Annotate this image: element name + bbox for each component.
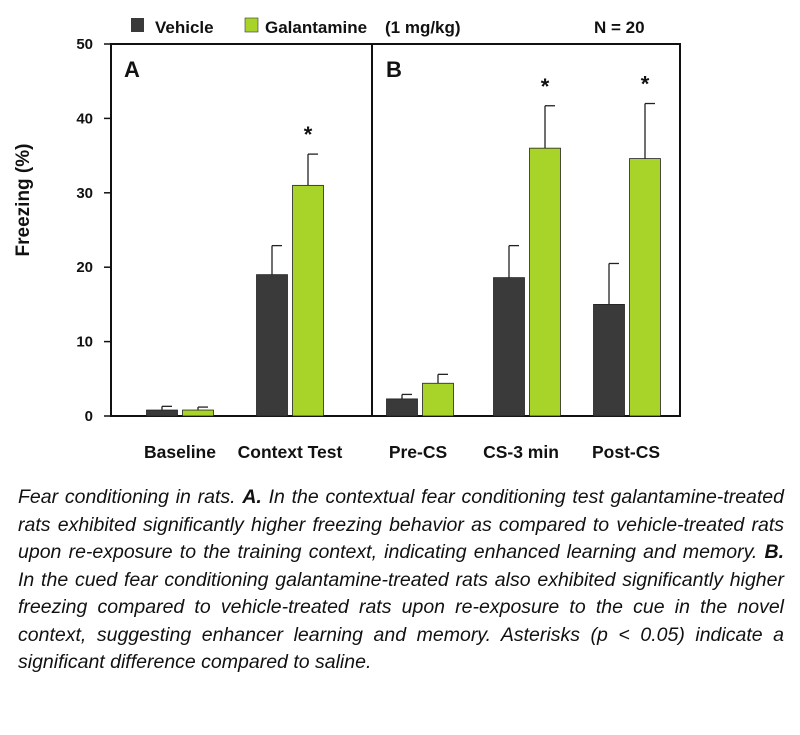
x-tick-label: Post-CS (592, 442, 660, 462)
y-tick-label: 10 (76, 334, 93, 351)
x-tick-label: CS-3 min (483, 442, 559, 462)
significance-asterisk: * (304, 122, 313, 147)
caption-label-a: A. (242, 486, 262, 508)
y-axis-label: Freezing (%) (13, 144, 34, 257)
figure-caption: Fear conditioning in rats. A. In the con… (18, 484, 784, 677)
n-label: N = 20 (594, 18, 645, 37)
bars: * * * (146, 72, 661, 417)
bar-galantamine (529, 147, 561, 417)
bar-galantamine (182, 409, 214, 417)
y-tick-label: 50 (76, 36, 93, 53)
caption-label-b: B. (764, 541, 785, 563)
x-tick-label: Context Test (238, 442, 343, 462)
legend-label-galantamine-dose: (1 mg/kg) (385, 18, 461, 37)
panel-a-frame (110, 43, 373, 417)
x-axis-labels: Baseline Context Test Pre-CS CS-3 min Post-C… (144, 442, 660, 462)
bar-galantamine (422, 382, 454, 417)
caption-intro: Fear conditioning in rats. (18, 486, 243, 508)
caption-text-a: In the contextual fear conditioning test… (18, 486, 784, 563)
significance-asterisk: * (541, 74, 550, 99)
significance-asterisk: * (641, 72, 650, 97)
panel-a-label: A (124, 57, 140, 82)
legend-label-galantamine: Galantamine (265, 18, 367, 37)
y-tick-label: 30 (76, 185, 93, 202)
y-axis-ticks: 0 10 20 30 40 50 (76, 36, 111, 425)
y-tick-label: 0 (85, 408, 93, 425)
legend-swatch-vehicle (131, 18, 144, 32)
bar-vehicle (146, 409, 178, 417)
y-tick-label: 20 (76, 259, 93, 276)
panel-b-frame (371, 43, 681, 417)
bar-vehicle (386, 398, 418, 417)
bar-galantamine (292, 184, 324, 417)
caption-text-b: In the cued fear conditioning galantamin… (18, 568, 784, 674)
legend-label-vehicle: Vehicle (155, 18, 214, 37)
legend-swatch-galantamine (244, 17, 259, 33)
bar-vehicle (593, 303, 625, 417)
bar-chart: Vehicle Galantamine (1 mg/kg) N = 20 Fre… (13, 17, 681, 462)
bar-vehicle (493, 277, 525, 417)
bar-galantamine (629, 158, 661, 417)
x-tick-label: Pre-CS (389, 442, 447, 462)
x-tick-label: Baseline (144, 442, 216, 462)
panel-b-label: B (386, 57, 402, 82)
bar-vehicle (256, 274, 288, 417)
y-tick-label: 40 (76, 110, 93, 127)
